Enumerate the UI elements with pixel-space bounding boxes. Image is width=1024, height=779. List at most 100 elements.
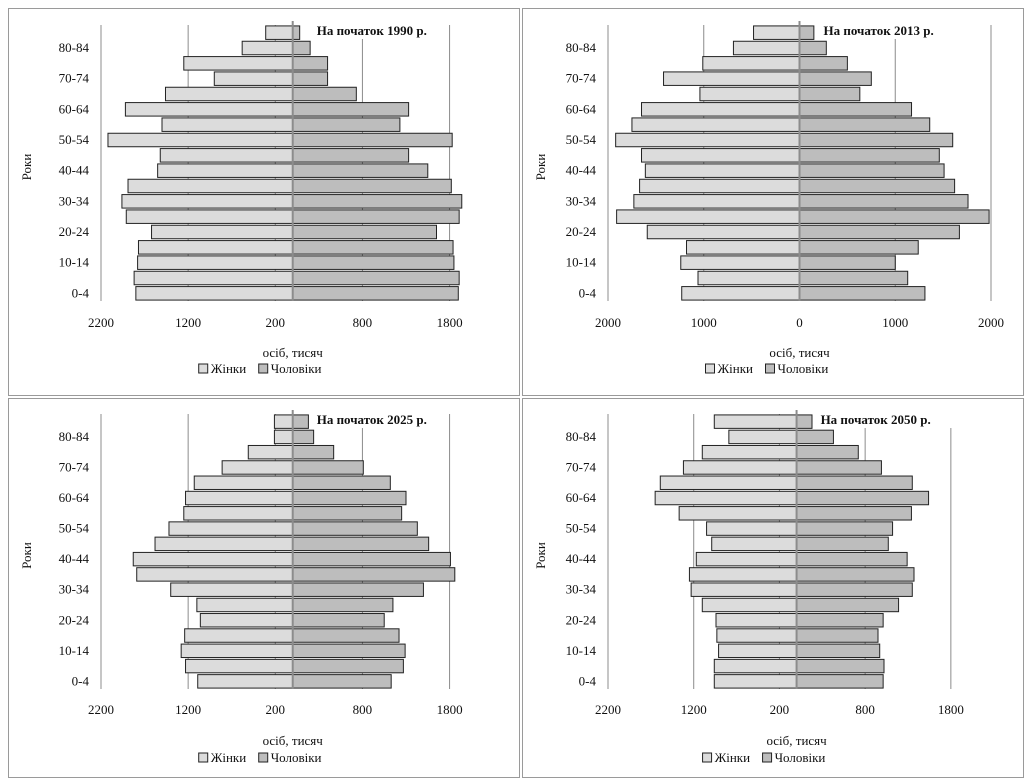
x-tick-label: 1200 <box>175 315 201 330</box>
bar-male-55-59 <box>796 506 912 521</box>
y-tick-label: 50-54 <box>566 521 597 536</box>
y-axis-label: Роки <box>533 542 548 569</box>
x-tick-label: 2200 <box>595 702 621 717</box>
bar-male-60-64 <box>799 102 913 117</box>
bar-male-35-39 <box>799 178 956 194</box>
bar-male-35-39 <box>796 567 915 582</box>
bar-female-55-59 <box>161 117 294 132</box>
bar-female-10-14 <box>680 255 801 270</box>
x-tick-label: 200 <box>266 702 286 717</box>
bar-male-0-4 <box>292 674 392 689</box>
x-tick-label: 0 <box>796 315 803 330</box>
x-tick-label: 1000 <box>691 315 717 330</box>
bar-female-80-84 <box>728 429 798 445</box>
bar-female-10-14 <box>180 643 294 659</box>
bar-male-10-14 <box>292 643 406 659</box>
legend-label-male: Чоловіки <box>271 361 322 376</box>
bar-male-55-59 <box>799 117 931 132</box>
bar-male-80-84 <box>796 429 834 445</box>
bar-male-80-84 <box>799 40 827 56</box>
x-axis-label: осіб, тисяч <box>263 345 324 360</box>
y-tick-label: 60-64 <box>566 101 597 116</box>
legend-label-male: Чоловіки <box>778 361 829 376</box>
bar-female-40-44 <box>644 163 800 178</box>
bar-male-15-19 <box>292 628 400 643</box>
x-tick-label: 800 <box>353 315 373 330</box>
bar-female-70-74 <box>213 71 294 86</box>
bar-female-60-64 <box>124 102 294 117</box>
legend-swatch-female <box>198 752 209 763</box>
x-tick-label: 1200 <box>175 702 201 717</box>
bar-male-75-79 <box>796 444 859 460</box>
bar-male-30-34 <box>292 194 463 209</box>
bar-female-70-74 <box>682 460 798 475</box>
bar-male-50-54 <box>796 521 894 536</box>
legend-swatch-female <box>702 752 713 763</box>
y-tick-label: 30-34 <box>566 193 597 208</box>
bar-female-80-84 <box>241 40 294 56</box>
pyramid-chart-2013: 0-4 10-14 20-24 30-34 40-44 50-54 60-64 70-74 80… <box>533 21 1004 376</box>
bar-female-85+ <box>273 414 294 429</box>
bar-male-60-64 <box>292 102 410 117</box>
x-tick-label: 1800 <box>437 315 463 330</box>
legend-label-female: Жінки <box>718 361 754 376</box>
bar-male-85+ <box>292 414 309 429</box>
chart-panel-2050: 0-4 10-14 20-24 30-34 40-44 50-54 60-64 70-74 80… <box>522 398 1024 778</box>
bar-female-35-39 <box>136 567 294 582</box>
pyramid-chart-2050: 0-4 10-14 20-24 30-34 40-44 50-54 60-64 70-74 80… <box>533 410 964 765</box>
y-tick-label: 10-14 <box>59 643 90 658</box>
bar-male-75-79 <box>292 444 335 460</box>
bar-male-45-49 <box>796 536 889 552</box>
y-tick-label: 40-44 <box>59 163 90 178</box>
bar-female-65-69 <box>164 86 294 102</box>
legend-swatch-male <box>762 752 773 763</box>
y-tick-label: 10-14 <box>59 255 90 270</box>
y-tick-label: 60-64 <box>59 490 90 505</box>
bar-female-35-39 <box>688 567 798 582</box>
legend-label-female: Жінки <box>211 750 247 765</box>
y-tick-label: 80-84 <box>59 429 90 444</box>
bar-male-50-54 <box>292 521 418 536</box>
bar-male-75-79 <box>292 56 329 71</box>
bar-female-40-44 <box>132 551 294 567</box>
y-tick-label: 30-34 <box>59 582 90 597</box>
y-tick-label: 30-34 <box>566 582 597 597</box>
bar-female-70-74 <box>663 71 800 86</box>
bar-female-60-64 <box>641 102 800 117</box>
y-tick-label: 70-74 <box>566 71 597 86</box>
bar-female-0-4 <box>713 674 798 689</box>
y-tick-label: 40-44 <box>566 551 597 566</box>
bar-male-45-49 <box>292 148 410 163</box>
bar-female-20-24 <box>646 224 800 240</box>
y-tick-label: 30-34 <box>59 193 90 208</box>
y-tick-label: 50-54 <box>566 132 597 147</box>
bar-female-5-9 <box>713 658 798 674</box>
x-tick-label: 2200 <box>88 315 114 330</box>
bar-female-50-54 <box>168 521 294 536</box>
bar-female-40-44 <box>157 163 294 178</box>
bar-female-5-9 <box>185 658 294 674</box>
bar-female-25-29 <box>701 597 798 613</box>
bar-male-75-79 <box>799 56 848 71</box>
y-axis-label: Роки <box>533 154 548 181</box>
bar-male-70-74 <box>796 460 882 475</box>
bar-female-75-79 <box>247 444 294 460</box>
bar-male-5-9 <box>799 270 909 286</box>
bar-female-0-4 <box>681 286 800 301</box>
bar-female-65-69 <box>659 475 798 490</box>
legend-swatch-male <box>258 752 269 763</box>
pyramid-chart-1990: 0-4 10-14 20-24 30-34 40-44 50-54 60-64 70-74 80… <box>19 21 463 376</box>
x-tick-label: 1800 <box>938 702 964 717</box>
bar-female-15-19 <box>184 628 294 643</box>
title-background <box>819 22 956 39</box>
bar-male-40-44 <box>796 551 908 567</box>
bar-male-65-69 <box>292 475 391 490</box>
x-axis-label: осіб, тисяч <box>263 733 324 748</box>
bar-female-10-14 <box>137 255 294 270</box>
chart-title: На початок 2013 р. <box>824 23 934 38</box>
bar-female-80-84 <box>732 40 800 56</box>
bar-male-40-44 <box>292 551 451 567</box>
bar-male-60-64 <box>796 490 930 506</box>
y-tick-label: 70-74 <box>59 71 90 86</box>
x-tick-label: 1800 <box>437 702 463 717</box>
